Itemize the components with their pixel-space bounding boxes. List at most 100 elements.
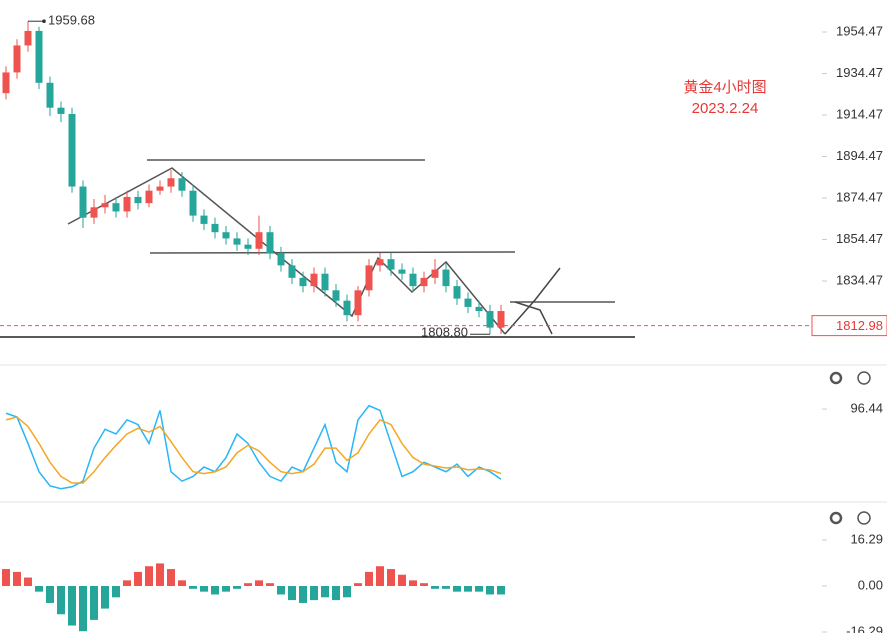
y-tick-label: 1954.47: [836, 23, 883, 38]
histogram-bar: [178, 580, 186, 587]
histogram-bar: [288, 586, 296, 601]
candle-body: [464, 298, 472, 307]
histogram-bar: [376, 566, 384, 587]
candle-body: [145, 190, 153, 204]
candle-body: [343, 300, 351, 316]
indicator-line: [5, 404, 502, 490]
last-price-label: 1812.98: [836, 318, 883, 333]
candle-body: [310, 273, 318, 287]
candle-body: [288, 265, 296, 278]
candle-body: [57, 107, 65, 114]
zigzag: [67, 167, 506, 335]
candle-body: [134, 196, 142, 204]
y-tick-label: 1834.47: [836, 272, 883, 287]
y-tick-label: 1874.47: [836, 189, 883, 204]
candle-body: [2, 72, 10, 94]
histogram-bar: [266, 583, 274, 587]
candle-body: [442, 269, 450, 287]
candle-body: [420, 277, 428, 287]
histogram-bar: [332, 586, 340, 601]
candle-body: [266, 232, 274, 253]
histogram-bar: [57, 586, 65, 615]
histogram-bar: [387, 569, 395, 587]
histogram-bar: [365, 571, 373, 587]
histogram-bar: [354, 583, 362, 587]
histogram-bar: [156, 563, 164, 587]
histogram-bar: [68, 586, 76, 626]
histogram-bar: [222, 586, 230, 592]
candle-body: [101, 203, 109, 208]
histogram-bar: [431, 586, 439, 589]
candle-body: [233, 238, 241, 245]
histogram-bar: [486, 586, 494, 595]
y-tick-label: 16.29: [850, 531, 883, 546]
histogram-bar: [233, 586, 241, 589]
candle-body: [299, 277, 307, 287]
indicator-line: [5, 416, 502, 484]
candle-body: [222, 232, 230, 239]
drawn-lines: [0, 159, 635, 338]
histogram-bar: [79, 586, 87, 632]
histogram-bar: [464, 586, 472, 592]
histogram-bar: [321, 586, 329, 598]
low-label: 1808.80: [421, 325, 468, 340]
close-icon[interactable]: [857, 371, 871, 385]
last-price-tag: [811, 315, 887, 337]
level-line: [149, 251, 516, 254]
histogram-bar: [409, 580, 417, 587]
histogram-bar: [299, 586, 307, 603]
histogram-bar: [2, 569, 10, 587]
histogram-bar: [453, 586, 461, 592]
candle-body: [453, 286, 461, 299]
candle-body: [387, 259, 395, 270]
close-icon[interactable]: [857, 511, 871, 525]
candle-body: [332, 290, 340, 301]
candle-body: [376, 259, 384, 266]
candle-body: [112, 203, 120, 212]
candle-body: [90, 207, 98, 218]
y-tick-label: -16.29: [846, 623, 883, 633]
candle-body: [178, 178, 186, 191]
histogram-bar: [200, 586, 208, 592]
candle-body: [13, 45, 21, 73]
candle-body: [365, 265, 373, 291]
candle-body: [68, 113, 76, 187]
histogram-bar: [189, 586, 197, 589]
candle-body: [497, 311, 505, 328]
histogram-bar: [442, 586, 450, 589]
arrow-path: [504, 267, 561, 335]
y-tick-label: 1894.47: [836, 148, 883, 163]
histogram-bar: [497, 586, 505, 595]
candle-body: [79, 186, 87, 218]
y-tick-label: 1934.47: [836, 65, 883, 80]
candle-body: [46, 82, 54, 108]
candle-body: [189, 190, 197, 216]
histogram-bar: [13, 571, 21, 587]
candle-body: [277, 252, 285, 266]
histogram-bar: [46, 586, 54, 603]
histogram-bar: [90, 586, 98, 620]
histogram-bar: [244, 583, 252, 587]
settings-icon[interactable]: [829, 511, 843, 525]
candle-body: [321, 273, 329, 291]
y-tick-label: 1854.47: [836, 231, 883, 246]
candle-body: [409, 273, 417, 287]
gear-icons[interactable]: [829, 371, 871, 525]
annotation: 黄金4小时图: [683, 79, 766, 96]
histogram-bar: [101, 586, 109, 609]
high-label: 1959.68: [48, 13, 95, 28]
candle-body: [211, 223, 219, 233]
histogram-bar: [24, 577, 32, 587]
histogram-bar: [211, 586, 219, 595]
settings-icon[interactable]: [829, 371, 843, 385]
histogram-bar: [35, 586, 43, 592]
candle-body: [486, 311, 494, 328]
candle-body: [255, 232, 263, 249]
candle-body: [431, 269, 439, 278]
histogram-bar: [145, 566, 153, 587]
histogram-bar: [167, 569, 175, 587]
y-tick-label: 1914.47: [836, 106, 883, 121]
histogram-bar: [420, 583, 428, 587]
